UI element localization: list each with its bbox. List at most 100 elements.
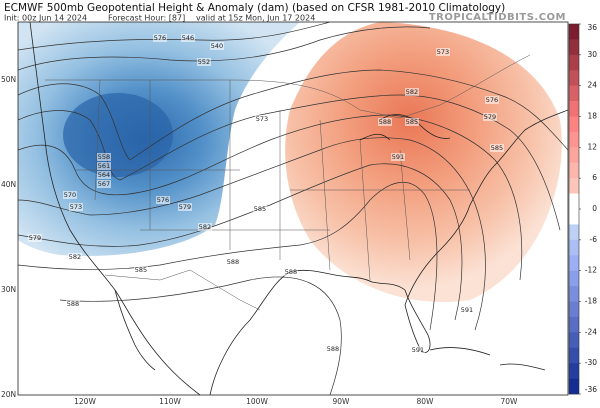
title: ECMWF 500mb Geopotential Height & Anomal… [4,2,505,14]
contour-label-bg [391,153,405,161]
contour-label: 573 [437,48,449,56]
contour-label: 579 [484,113,496,121]
colorbar-label: 18 [587,112,597,121]
contour-label: 582 [199,223,211,231]
colorbar-segment [569,286,579,302]
contour-label: 585 [491,144,503,152]
colorbar-label: -30 [585,358,597,367]
contour-label-bg [69,203,83,211]
colorbar-segment [569,162,579,179]
colorbar-label: -6 [590,235,598,244]
colorbar-segment [569,239,579,256]
colorbar-label: 6 [592,173,597,182]
contour [18,94,561,231]
colorbar-label: 0 [592,204,597,213]
contour-label: 588 [327,345,339,353]
contour-label: 585 [406,118,418,126]
west-coast [29,22,201,395]
contour-label-bg [378,118,392,126]
contour-label: 546 [182,34,194,42]
colorbar-segment [569,378,579,395]
contour-label-bg [97,162,111,170]
contour-label: 591 [412,346,424,354]
lon-label: 120W [74,397,96,406]
contour-label: 558 [98,153,110,161]
colorbar-segment [569,301,579,318]
colorbar-label: 30 [587,50,597,59]
contour-label: 588 [285,268,297,276]
contour-label: 573 [256,115,268,123]
contour-label: 579 [29,234,41,242]
contour-label-bg [485,96,499,104]
contour-label: 567 [98,180,110,188]
watermark: TROPICALTIDBITS.COM [429,12,566,23]
contour-label-bg [255,115,269,123]
contour-label: 573 [70,203,82,211]
contour-label-bg [483,113,497,121]
colorbar-label: -12 [585,266,597,275]
lon-label: 100W [246,397,268,406]
lon-label: 80W [417,397,435,406]
colorbar-segment [569,101,579,117]
colorbar-segment [569,193,579,210]
init: Init: 00z Jun 14 2024 [4,14,87,23]
colorbar-label: 36 [587,23,597,32]
contour-label-bg [198,223,212,231]
contour [18,26,431,71]
colorbar-segment [569,347,579,364]
colorbar-segment [569,24,579,40]
contour-label-bg [181,34,195,42]
colorbar-label: 12 [587,142,597,151]
contour-label: 582 [406,88,418,96]
contour-label: 585 [135,266,147,274]
colorbar-label: -24 [585,327,597,336]
us-canada-border [45,54,531,119]
contour-label-bg [153,34,167,42]
colorbar-segment [569,270,579,287]
map-area [18,22,568,395]
contour-label: 576 [154,34,166,42]
contour-label: 561 [98,162,110,170]
contour-label: 588 [379,118,391,126]
contour-label-bg [490,144,504,152]
contour-label: 579 [179,203,191,211]
contour [59,276,342,395]
contour-label: 564 [98,171,110,179]
contour-label: 552 [198,58,210,66]
contour-label-bg [63,191,77,199]
colorbar-segment [569,178,579,194]
contour-label: 576 [157,196,169,204]
colorbar-label: -18 [585,297,597,306]
contour-label-bg [28,234,42,242]
contour-label-bg [156,196,170,204]
colorbar-segment [569,116,579,133]
contour [18,181,438,331]
contour [18,137,486,331]
lat-label: 30N [1,285,16,294]
contour-label-bg [253,205,267,213]
colorbar-segment [569,209,579,225]
contour-label: 570 [64,191,76,199]
colorbar-segment [569,54,579,71]
contour-label-bg [411,346,425,354]
contour [18,69,568,161]
contour-label-bg [197,58,211,66]
colorbar-label: -36 [585,385,597,394]
colorbar-segment [569,39,579,56]
colorbar-segment [569,316,579,333]
lat-label: 40N [1,180,16,189]
contour [18,163,463,321]
lat-label: 50N [1,75,16,84]
lon-label: 70W [501,397,519,406]
contour-label: 588 [227,258,239,266]
contour-label-bg [284,268,298,276]
colorbar-label: 24 [587,81,597,90]
colorbar-segment [569,131,579,148]
contour-label-bg [326,345,340,353]
valid-time: valid at 15z Mon, Jun 17 2024 [196,14,315,23]
baja [114,289,156,371]
contour [18,22,331,51]
contour-label: 591 [392,153,404,161]
contour-label-bg [226,258,240,266]
colorbar-segment [569,224,579,241]
